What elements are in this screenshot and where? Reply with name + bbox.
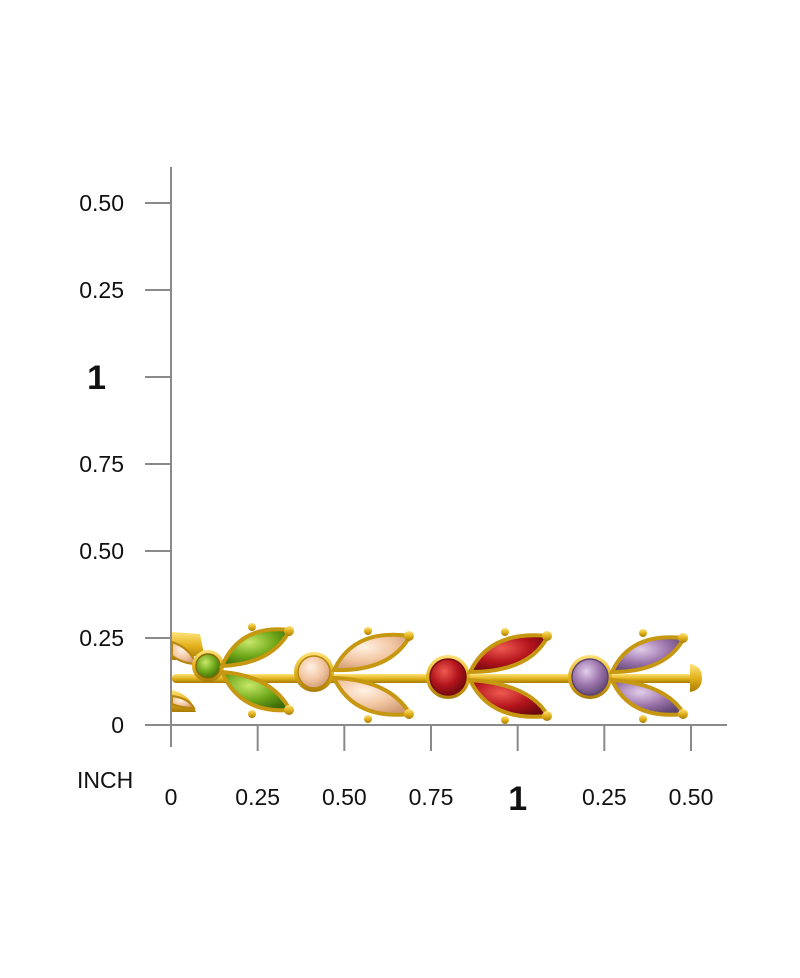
vertical-tick-label: 0: [111, 712, 124, 738]
vertical-tick-label: 0.50: [79, 190, 124, 216]
horizontal-tick-label: 0.50: [322, 784, 367, 810]
stone-cluster-peridot: [192, 623, 294, 718]
stone-cluster-morganite: [294, 627, 414, 723]
horizontal-tick-label: 1: [508, 780, 527, 818]
vertical-tick-label: 0.25: [79, 277, 124, 303]
unit-label: INCH: [77, 767, 133, 793]
horizontal-tick-label: 0.25: [235, 784, 280, 810]
horizontal-ticks: 0 0.25 0.50 0.75 1 0.25 0.50: [165, 725, 714, 818]
bracelet-image: [171, 623, 702, 724]
vertical-tick-label: 0.50: [79, 538, 124, 564]
horizontal-tick-label: 0.50: [669, 784, 714, 810]
stone-cluster-amethyst: [568, 629, 688, 723]
horizontal-tick-label: 0: [165, 784, 178, 810]
stone-cluster-garnet: [426, 628, 552, 724]
horizontal-tick-label: 0.25: [582, 784, 627, 810]
size-ruler: 0 0.25 0.50 0.75 1 0.25 0.50 0 0.25 0.50 0.75 1 0.2…: [77, 167, 727, 818]
vertical-tick-label: 1: [87, 359, 106, 397]
vertical-tick-label: 0.25: [79, 625, 124, 651]
vertical-ticks: 0 0.25 0.50 0.75 1 0.25 0.50: [79, 190, 171, 738]
vertical-tick-label: 0.75: [79, 451, 124, 477]
horizontal-tick-label: 0.75: [409, 784, 454, 810]
